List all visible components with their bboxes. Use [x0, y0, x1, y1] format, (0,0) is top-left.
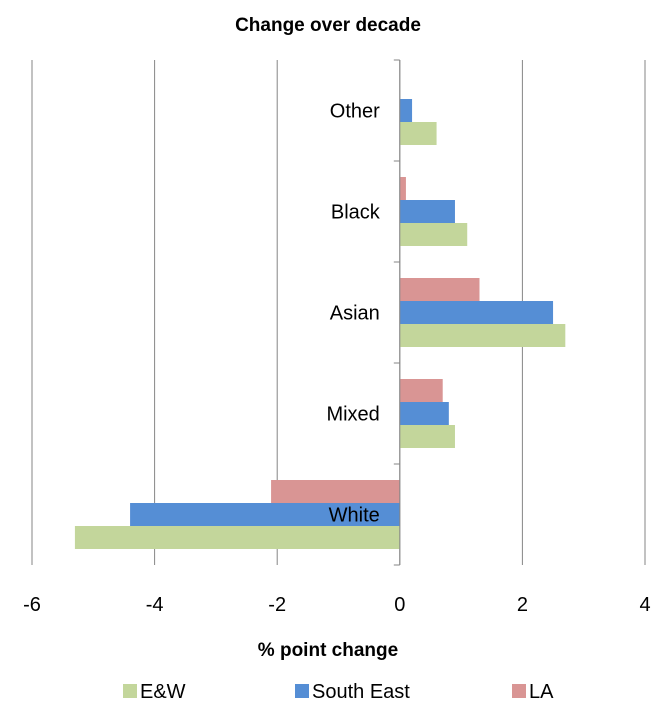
bar-la-asian: [399, 278, 480, 301]
bar-e-w-other: [399, 122, 437, 145]
x-tick-label: -2: [268, 594, 286, 616]
legend-label: E&W: [140, 681, 186, 703]
category-label-other: Other: [330, 101, 380, 123]
bar-south-east-mixed: [399, 402, 449, 425]
legend-item: E&W: [123, 681, 186, 703]
category-labels: White Mixed Asian Black Other: [326, 101, 380, 527]
x-tick-label: -4: [146, 594, 164, 616]
bar-south-east-white: [130, 503, 400, 526]
x-tick-label: 4: [639, 594, 650, 616]
x-axis-title: % point change: [258, 640, 398, 661]
bar-south-east-black: [399, 200, 455, 223]
x-tick-label: 2: [517, 594, 528, 616]
category-label-asian: Asian: [330, 303, 380, 325]
category-label-white: White: [329, 505, 380, 527]
bar-la-white: [271, 480, 400, 503]
category-label-mixed: Mixed: [326, 404, 379, 426]
category-label-black: Black: [331, 202, 381, 224]
bar-south-east-other: [399, 99, 413, 122]
legend: E&W South East LA: [123, 681, 554, 703]
bar-south-east-asian: [399, 301, 554, 324]
legend-item: South East: [295, 681, 410, 703]
legend-label: LA: [529, 681, 554, 703]
legend-swatch: [512, 684, 526, 698]
bar-la-black: [399, 177, 406, 200]
bars: [74, 99, 566, 549]
bar-e-w-asian: [399, 324, 566, 347]
y-axis: [393, 59, 401, 566]
bar-e-w-white: [74, 526, 400, 549]
x-tick-label: 0: [394, 594, 405, 616]
legend-swatch: [295, 684, 309, 698]
bar-e-w-mixed: [399, 425, 455, 448]
bar-e-w-black: [399, 223, 468, 246]
legend-swatch: [123, 684, 137, 698]
legend-item: LA: [512, 681, 554, 703]
legend-label: South East: [312, 681, 410, 703]
x-tick-label: -6: [23, 594, 41, 616]
bar-la-mixed: [399, 379, 443, 402]
x-tick-labels: -6 -4 -2 0 2 4: [23, 594, 650, 616]
chart-title: Change over decade: [235, 15, 421, 36]
